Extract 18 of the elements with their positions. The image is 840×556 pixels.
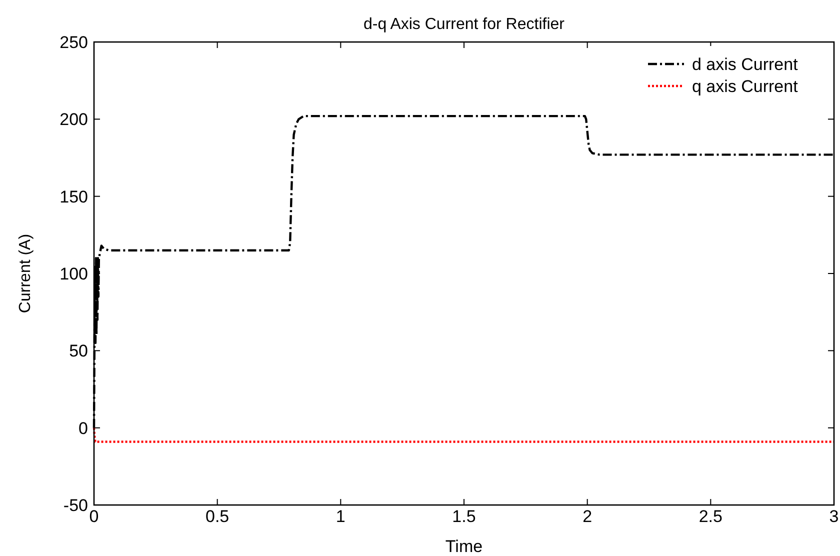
y-tick-label: 100 bbox=[60, 264, 88, 284]
y-tick-label: 0 bbox=[78, 418, 88, 438]
y-tick-label: 150 bbox=[60, 187, 88, 206]
x-tick-label: 2 bbox=[582, 507, 592, 526]
y-tick-label: 200 bbox=[60, 110, 88, 130]
legend-label: q axis Current bbox=[692, 77, 798, 96]
x-tick-label: 1 bbox=[336, 507, 346, 526]
y-tick-label: -50 bbox=[63, 496, 88, 515]
x-tick-label: 0.5 bbox=[206, 507, 230, 526]
x-tick-label: 3 bbox=[829, 507, 839, 526]
legend-label: d axis Current bbox=[692, 55, 798, 74]
x-tick-label: 1.5 bbox=[452, 507, 476, 526]
x-axis-title: Time bbox=[445, 537, 483, 556]
y-tick-label: 250 bbox=[60, 33, 88, 52]
x-tick-label: 2.5 bbox=[698, 507, 722, 526]
chart-title: d-q Axis Current for Rectifier bbox=[364, 16, 566, 33]
y-tick-label: 50 bbox=[69, 342, 88, 361]
y-axis-title: Current (A) bbox=[17, 234, 34, 314]
